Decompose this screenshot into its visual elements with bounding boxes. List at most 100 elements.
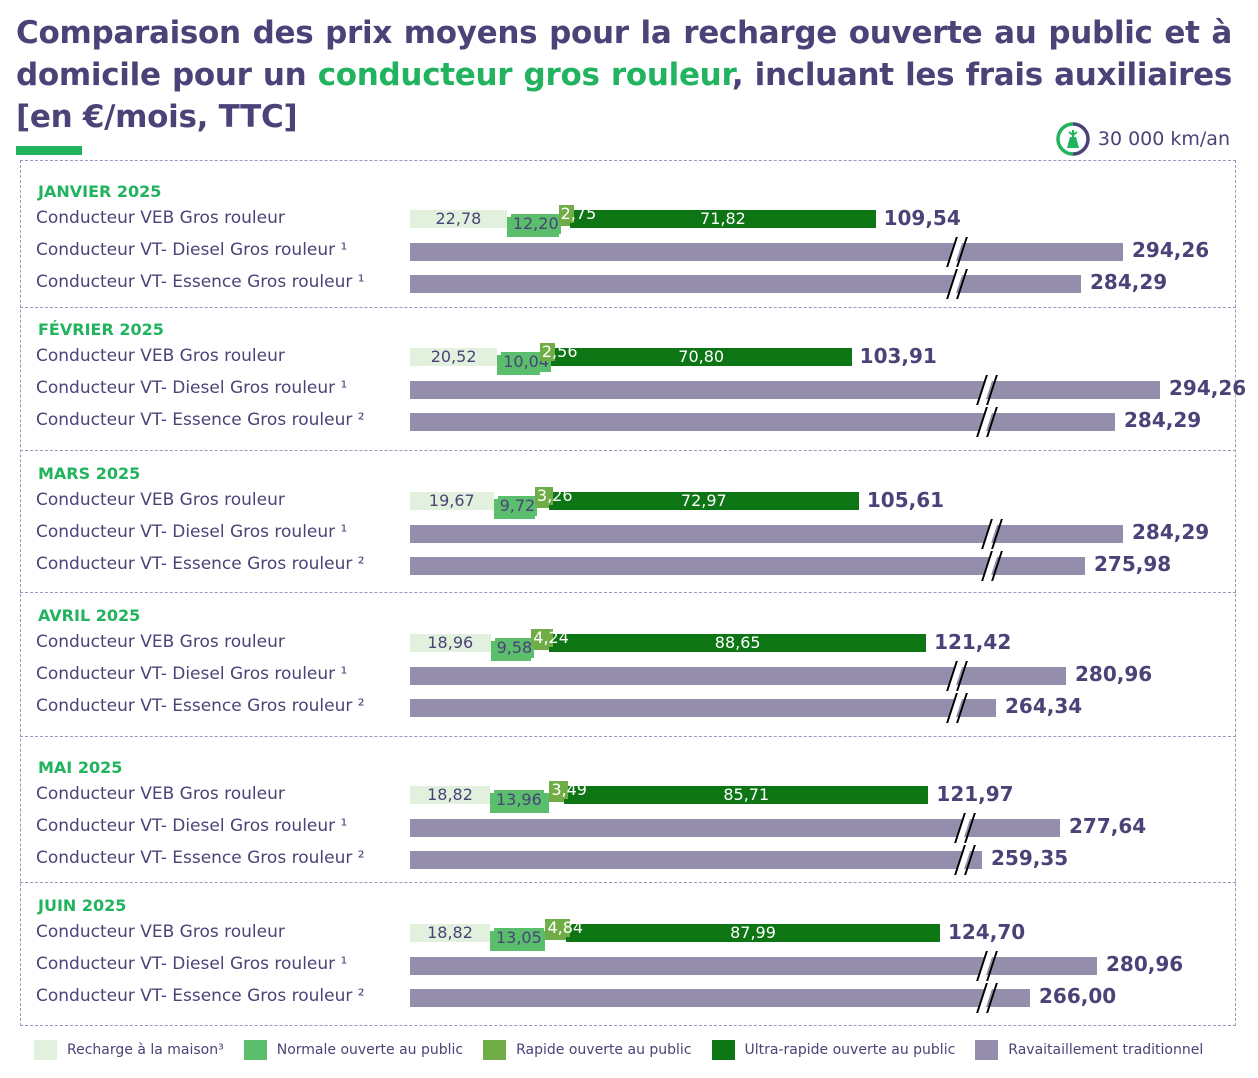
legend-label: Ultra-rapide ouverte au public	[744, 1042, 956, 1058]
segment-value-ultra: 85,71	[723, 785, 770, 804]
bar-segment-ultra	[550, 348, 852, 366]
row-label: Conducteur VT- Essence Gros rouleur ²	[36, 986, 365, 1006]
bar-segment-traditional	[410, 525, 1123, 543]
segment-value-normal: 9,72	[497, 496, 538, 516]
title-text: Comparaison des prix moyens pour la rech…	[16, 15, 1232, 93]
segment-value-normal: 13,05	[493, 928, 544, 948]
segment-value-ultra: 87,99	[730, 923, 776, 942]
bar-segment-ultra	[549, 634, 927, 652]
legend-label: Normale ouverte au public	[276, 1042, 464, 1058]
total-value: 294,26	[1132, 238, 1210, 262]
row-label: Conducteur VT- Diesel Gros rouleur ¹	[36, 522, 348, 542]
bar-segment-traditional	[410, 989, 1030, 1007]
bar-segment-traditional	[410, 667, 1066, 685]
segment-value-ultra: 72,97	[680, 491, 727, 510]
row-label: Conducteur VT- Diesel Gros rouleur ¹	[36, 816, 348, 836]
bar-segment-traditional	[410, 957, 1097, 975]
group-separator	[20, 450, 1236, 451]
bar-segment-traditional	[410, 243, 1123, 261]
row-label: Conducteur VEB Gros rouleur	[36, 490, 285, 510]
segment-value-normal: 12,20	[510, 214, 561, 234]
month-heading: MAI 2025	[38, 758, 123, 777]
total-value: 109,54	[883, 206, 961, 230]
legend-item-rapid: Rapide ouverte au public	[483, 1040, 692, 1060]
bar-segment-ultra	[570, 210, 876, 228]
month-heading: MARS 2025	[38, 464, 141, 483]
total-value: 294,26	[1169, 376, 1247, 400]
total-value: 259,35	[991, 846, 1069, 870]
row-label: Conducteur VT- Essence Gros rouleur ²	[36, 848, 365, 868]
group-separator	[20, 307, 1236, 308]
month-heading: FÉVRIER 2025	[38, 320, 164, 339]
bar-segment-traditional	[410, 819, 1060, 837]
legend-swatch	[34, 1040, 57, 1060]
bar-segment-home	[410, 924, 490, 942]
bar-segment-traditional	[410, 275, 1081, 293]
legend-item-ultra: Ultra-rapide ouverte au public	[711, 1040, 956, 1060]
total-value: 103,91	[859, 344, 937, 368]
segment-value-home: 22,78	[435, 209, 482, 228]
bar-segment-home	[410, 492, 494, 510]
segment-value-normal: 13,96	[493, 790, 544, 810]
row-label: Conducteur VEB Gros rouleur	[36, 208, 285, 228]
segment-value-home: 20,52	[430, 347, 477, 366]
total-value: 124,70	[947, 920, 1026, 944]
month-heading: JANVIER 2025	[38, 182, 162, 201]
segment-value-normal: 10,04	[501, 352, 552, 372]
mileage-badge: 30 000 km/an	[1056, 122, 1230, 156]
title-highlight: conducteur gros rouleur	[317, 57, 732, 93]
legend-label: Rapide ouverte au public	[516, 1042, 692, 1058]
row-label: Conducteur VT- Essence Gros rouleur ²	[36, 696, 365, 716]
segment-value-home: 18,96	[427, 633, 474, 652]
row-label: Conducteur VEB Gros rouleur	[36, 632, 285, 652]
bar-segment-home	[410, 634, 491, 652]
legend-swatch	[243, 1040, 267, 1060]
segment-value-home: 19,67	[428, 491, 475, 510]
total-value: 275,98	[1094, 552, 1172, 576]
bar-segment-ultra	[548, 492, 859, 510]
group-separator	[20, 882, 1236, 883]
row-label: Conducteur VT- Diesel Gros rouleur ¹	[36, 378, 348, 398]
total-value: 280,96	[1075, 662, 1153, 686]
total-value: 284,29	[1124, 408, 1202, 432]
total-value: 284,29	[1090, 270, 1168, 294]
legend-item-normal: Normale ouverte au public	[243, 1040, 464, 1060]
total-value: 277,64	[1069, 814, 1147, 838]
total-value: 121,42	[934, 630, 1012, 654]
total-value: 284,29	[1132, 520, 1210, 544]
row-label: Conducteur VT- Diesel Gros rouleur ¹	[36, 954, 348, 974]
bar-segment-home	[410, 786, 490, 804]
row-label: Conducteur VT- Essence Gros rouleur ²	[36, 410, 365, 430]
total-value: 121,97	[936, 782, 1014, 806]
bar-segment-traditional	[410, 413, 1115, 431]
segment-value-home: 18,82	[427, 923, 473, 942]
month-heading: AVRIL 2025	[38, 606, 141, 625]
segment-value-ultra: 71,82	[700, 209, 746, 228]
row-label: Conducteur VEB Gros rouleur	[36, 922, 285, 942]
month-heading: JUIN 2025	[38, 896, 127, 915]
bar-segment-home	[410, 210, 507, 228]
bar-segment-traditional	[410, 699, 996, 717]
bar-segment-home	[410, 348, 498, 366]
bar-segment-traditional	[410, 851, 982, 869]
total-value: 264,34	[1005, 694, 1083, 718]
segment-value-ultra: 70,80	[678, 347, 725, 366]
chart-title: Comparaison des prix moyens pour la rech…	[16, 12, 1232, 138]
legend: Recharge à la maison³ Normale ouverte au …	[34, 1040, 1223, 1060]
segment-value-ultra: 88,65	[714, 633, 761, 652]
legend-label: Recharge à la maison³	[67, 1042, 224, 1058]
group-separator	[20, 592, 1236, 593]
title-text: , incluant les frais auxiliaires [en €/m…	[16, 57, 1233, 135]
bar-segment-traditional	[410, 557, 1085, 575]
electric-car-gauge-icon	[1056, 122, 1090, 156]
mileage-text: 30 000 km/an	[1097, 128, 1230, 150]
row-label: Conducteur VT- Essence Gros rouleur ²	[36, 554, 365, 574]
legend-swatch	[711, 1040, 735, 1060]
legend-item-home: Recharge à la maison³	[34, 1040, 224, 1060]
legend-label: Ravaitaillement traditionnel	[1008, 1042, 1204, 1058]
row-label: Conducteur VEB Gros rouleur	[36, 346, 285, 366]
chart-frame	[20, 160, 1236, 1026]
row-label: Conducteur VT- Diesel Gros rouleur ¹	[36, 664, 348, 684]
segment-value-normal: 9,58	[494, 638, 535, 658]
row-label: Conducteur VT- Essence Gros rouleur ¹	[36, 272, 365, 292]
